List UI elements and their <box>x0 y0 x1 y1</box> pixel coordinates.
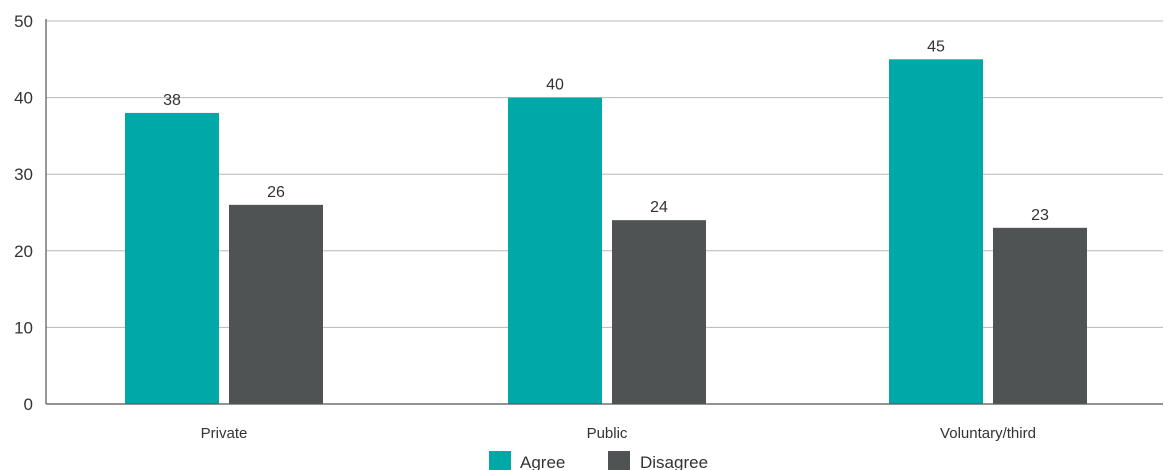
bar-agree-2 <box>889 59 983 405</box>
y-tick-label: 40 <box>14 89 33 108</box>
y-tick-label: 30 <box>14 165 33 184</box>
y-tick-label: 50 <box>14 12 33 31</box>
bar-agree-0 <box>125 112 219 405</box>
bar-disagree-2 <box>993 227 1087 404</box>
y-tick-label: 20 <box>14 242 33 261</box>
bar-agree-1 <box>508 97 602 404</box>
legend-label-agree: Agree <box>520 453 565 470</box>
y-axis-ticks: 0 10 20 30 40 50 <box>14 12 33 414</box>
data-label-agree-2: 45 <box>927 38 945 55</box>
data-label-agree-0: 38 <box>163 92 181 109</box>
data-label-agree-1: 40 <box>546 77 564 94</box>
x-tick-label: Public <box>587 425 628 442</box>
bars <box>125 59 1087 405</box>
y-tick-label: 0 <box>24 395 33 414</box>
bar-disagree-0 <box>229 204 323 404</box>
x-tick-label: Private <box>201 425 248 442</box>
data-label-disagree-2: 23 <box>1031 207 1049 224</box>
data-label-disagree-1: 24 <box>650 199 668 216</box>
data-label-disagree-0: 26 <box>267 184 285 201</box>
axes <box>45 19 1163 405</box>
x-axis-ticks: Private Public Voluntary/third <box>201 425 1036 442</box>
y-tick-label: 10 <box>14 318 33 337</box>
x-tick-label: Voluntary/third <box>940 425 1036 442</box>
bar-disagree-1 <box>612 220 706 404</box>
legend-swatch-agree <box>489 451 511 470</box>
legend-swatch-disagree <box>608 451 630 470</box>
data-labels: 38 26 40 24 45 23 <box>163 38 1049 224</box>
legend-label-disagree: Disagree <box>640 453 708 470</box>
legend: Agree Disagree <box>489 451 708 470</box>
